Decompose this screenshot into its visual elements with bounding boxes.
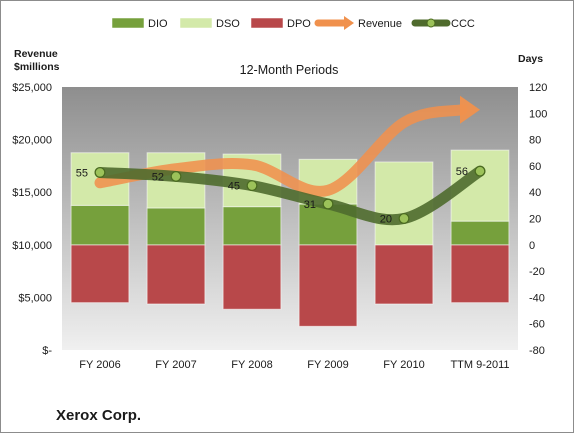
ccc-point bbox=[474, 165, 486, 177]
x-tick-label: FY 2009 bbox=[307, 359, 348, 371]
right-tick-label: 20 bbox=[529, 214, 541, 226]
x-tick-label: FY 2008 bbox=[231, 359, 272, 371]
right-tick-label: 120 bbox=[529, 82, 547, 94]
bar-dpo bbox=[222, 244, 282, 310]
left-tick-label: $25,000 bbox=[12, 82, 52, 94]
left-axis-label-line-1: Revenue bbox=[14, 48, 58, 60]
legend-label: DSO bbox=[216, 18, 240, 30]
ccc-point bbox=[322, 198, 334, 210]
ccc-data-label: 52 bbox=[152, 171, 164, 183]
revenue-arrowhead bbox=[460, 95, 480, 124]
company-name: Xerox Corp. bbox=[56, 407, 141, 424]
legend-label: Revenue bbox=[358, 18, 402, 30]
revenue-line bbox=[94, 104, 468, 197]
x-tick-label: FY 2010 bbox=[383, 359, 424, 371]
ccc-data-label: 45 bbox=[228, 181, 240, 193]
legend-swatch bbox=[179, 17, 213, 29]
right-tick-label: -60 bbox=[529, 319, 545, 331]
bar-dpo bbox=[450, 244, 510, 304]
left-axis: $- $5,000 $10,000 $15,000 $20,000 $25,000 bbox=[12, 82, 52, 357]
ccc-data-label: 20 bbox=[380, 214, 392, 226]
legend-label: DIO bbox=[148, 18, 168, 30]
x-tick-label: FY 2007 bbox=[155, 359, 196, 371]
right-axis: -80 -60 -40 -20 0 20 40 60 80 100 120 bbox=[529, 82, 547, 357]
bar-dio bbox=[146, 207, 206, 246]
ccc-point bbox=[246, 180, 258, 192]
left-tick-label: $10,000 bbox=[12, 240, 52, 252]
right-tick-label: 40 bbox=[529, 187, 541, 199]
bar-dio bbox=[450, 220, 510, 246]
right-tick-label: 80 bbox=[529, 135, 541, 147]
right-tick-label: -40 bbox=[529, 292, 545, 304]
bar-dpo bbox=[374, 244, 434, 305]
left-tick-label: $- bbox=[42, 345, 52, 357]
right-tick-label: 0 bbox=[529, 240, 535, 252]
revenue-series bbox=[94, 95, 480, 197]
right-axis-label: Days bbox=[518, 53, 543, 65]
legend: DIO DSO DPO Revenue CCC bbox=[111, 16, 475, 30]
ccc-point bbox=[94, 167, 106, 178]
ccc-point bbox=[398, 213, 410, 224]
right-tick-label: 100 bbox=[529, 108, 547, 120]
left-tick-label: $5,000 bbox=[18, 292, 52, 304]
plot-area bbox=[62, 87, 518, 350]
bar-dso bbox=[374, 161, 434, 246]
right-tick-label: 60 bbox=[529, 161, 541, 173]
ccc-data-label: 31 bbox=[304, 199, 316, 211]
ccc-series: 55 52 45 31 20 56 bbox=[76, 165, 486, 226]
right-tick-label: -80 bbox=[529, 345, 545, 357]
bar-dio bbox=[70, 204, 130, 246]
bar-dpo bbox=[70, 244, 130, 304]
bar-dio bbox=[222, 206, 282, 246]
x-tick-label: TTM 9-2011 bbox=[450, 359, 509, 371]
legend-swatch bbox=[111, 17, 145, 29]
ccc-point bbox=[170, 171, 182, 182]
legend-label: DPO bbox=[287, 18, 311, 30]
legend-swatch bbox=[250, 17, 284, 29]
x-tick-label: FY 2006 bbox=[79, 359, 120, 371]
legend-label: CCC bbox=[451, 18, 475, 30]
left-tick-label: $20,000 bbox=[12, 135, 52, 147]
right-tick-label: -20 bbox=[529, 266, 545, 278]
bar-dpo bbox=[146, 244, 206, 305]
left-tick-label: $15,000 bbox=[12, 187, 52, 199]
ccc-data-label: 55 bbox=[76, 167, 88, 179]
legend-swatch-arrowhead bbox=[344, 16, 354, 30]
bar-dpo bbox=[298, 244, 358, 327]
ccc-data-label: 56 bbox=[456, 166, 468, 178]
chart-title: 12-Month Periods bbox=[240, 63, 339, 77]
x-axis: FY 2006 FY 2007 FY 2008 FY 2009 FY 2010 TTM 9… bbox=[79, 359, 509, 371]
left-axis-label: Revenue $millions bbox=[14, 48, 61, 73]
legend-swatch-marker bbox=[426, 18, 436, 28]
left-axis-label-line-2: $millions bbox=[14, 61, 60, 73]
